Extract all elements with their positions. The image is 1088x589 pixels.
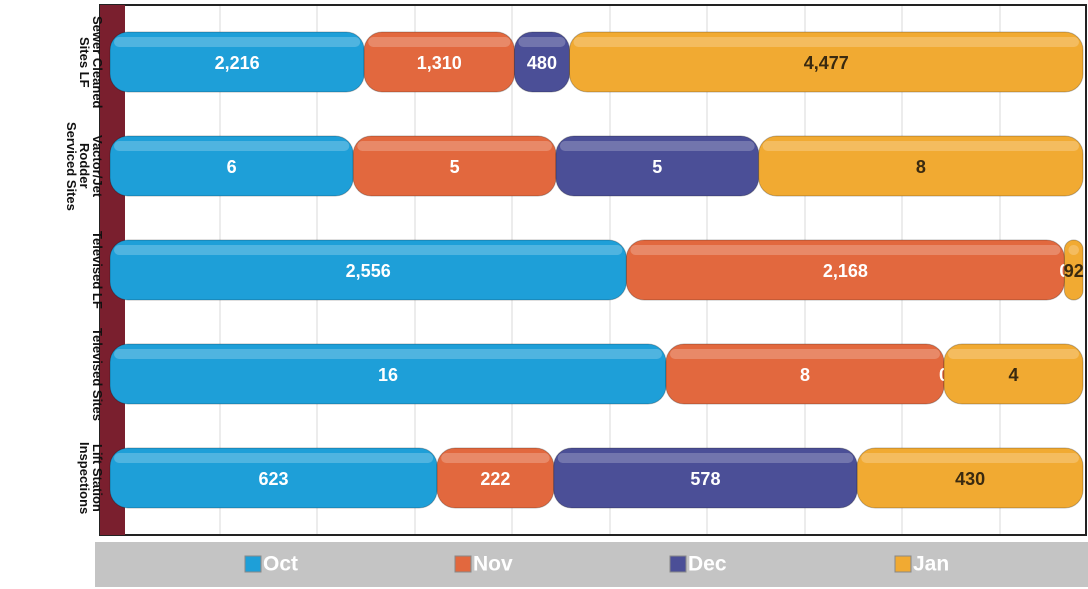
data-label: 1,310 — [417, 53, 462, 73]
data-label: 4,477 — [804, 53, 849, 73]
data-label: 2,556 — [346, 261, 391, 281]
data-label: 578 — [690, 469, 720, 489]
legend-swatch — [454, 555, 472, 573]
bar-segment — [758, 135, 1084, 197]
data-label: 16 — [378, 365, 398, 385]
bar-highlight — [368, 37, 511, 47]
category-label: Vactor/Jet Rodder Serviced Sites — [64, 121, 105, 211]
bar-highlight — [114, 141, 350, 151]
legend-label: Oct — [263, 553, 298, 576]
bar-highlight — [670, 349, 940, 359]
data-label: 8 — [800, 365, 810, 385]
bar-highlight — [861, 453, 1079, 463]
data-label: 222 — [480, 469, 510, 489]
data-label: 430 — [955, 469, 985, 489]
data-label: 6 — [227, 157, 237, 177]
bar-segment — [1063, 239, 1084, 301]
bar-segment — [943, 343, 1084, 405]
data-label: 92 — [1064, 261, 1084, 281]
bar-highlight — [630, 245, 1061, 255]
data-label: 4 — [1008, 365, 1018, 385]
legend-label: Nov — [473, 553, 513, 576]
bar-highlight — [573, 37, 1079, 47]
bar-highlight — [1068, 245, 1079, 255]
legend-label: Dec — [688, 553, 727, 576]
category-label: Lift Station Inspections — [77, 441, 105, 515]
data-label: 480 — [527, 53, 557, 73]
bar-highlight — [441, 453, 550, 463]
category-label: Televised Sites — [90, 327, 105, 421]
bar-highlight — [357, 141, 552, 151]
bar-segment — [553, 447, 858, 509]
bar-highlight — [948, 349, 1079, 359]
data-label: 623 — [259, 469, 289, 489]
bar-highlight — [114, 245, 623, 255]
bar-segment — [856, 447, 1084, 509]
category-label: Televised LF — [90, 231, 105, 309]
bar-highlight — [762, 141, 1079, 151]
bar-segment — [555, 135, 760, 197]
bar-highlight — [114, 37, 361, 47]
bar-segment — [568, 31, 1084, 93]
data-label: 8 — [916, 157, 926, 177]
bar-highlight — [559, 141, 755, 151]
bar-segment — [513, 31, 570, 93]
legend-swatch — [244, 555, 262, 573]
bar-highlight — [114, 349, 662, 359]
category-label: Sewer Cleaned Sites LF — [77, 15, 105, 109]
legend-swatch — [894, 555, 912, 573]
bar-highlight — [114, 453, 434, 463]
legend-swatch — [669, 555, 687, 573]
data-label: 5 — [450, 157, 460, 177]
data-label: 5 — [652, 157, 662, 177]
bar-highlight — [518, 37, 566, 47]
legend-label: Jan — [913, 553, 949, 576]
data-label: 2,168 — [823, 261, 868, 281]
data-label: 2,216 — [215, 53, 260, 73]
bar-highlight — [557, 453, 854, 463]
